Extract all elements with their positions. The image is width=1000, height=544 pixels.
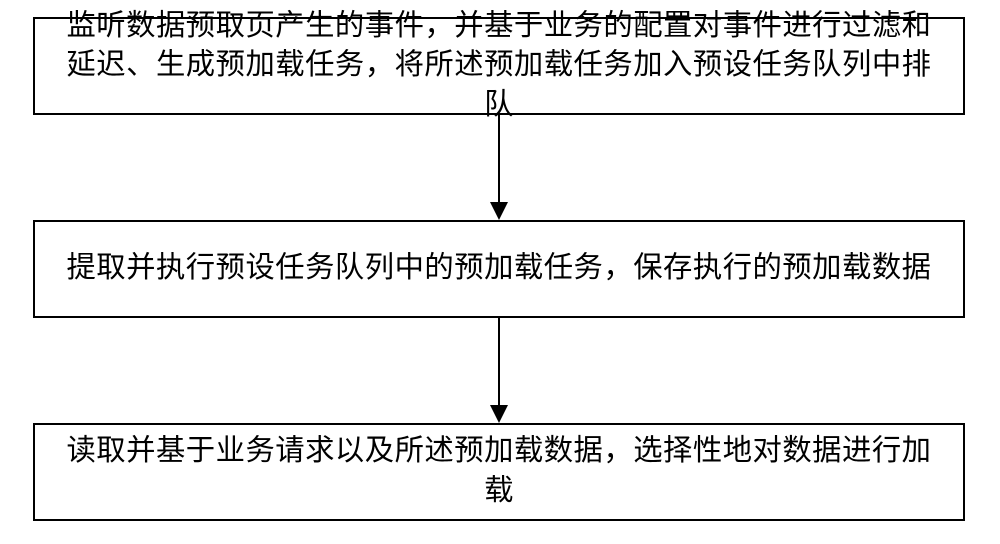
flow-node-3: 读取并基于业务请求以及所述预加载数据，选择性地对数据进行加载 bbox=[33, 423, 965, 521]
flow-node-2: 提取并执行预设任务队列中的预加载任务，保存执行的预加载数据 bbox=[33, 220, 965, 318]
flow-node-1-text: 监听数据预取页产生的事件，并基于业务的配置对事件进行过滤和延迟、生成预加载任务，… bbox=[61, 7, 937, 126]
flow-arrow-2-head bbox=[490, 405, 508, 423]
flow-arrow-1-head bbox=[490, 202, 508, 220]
flow-node-2-text: 提取并执行预设任务队列中的预加载任务，保存执行的预加载数据 bbox=[66, 249, 931, 289]
flowchart-canvas: 监听数据预取页产生的事件，并基于业务的配置对事件进行过滤和延迟、生成预加载任务，… bbox=[0, 0, 1000, 544]
flow-arrow-1-line bbox=[498, 115, 500, 202]
flow-node-3-text: 读取并基于业务请求以及所述预加载数据，选择性地对数据进行加载 bbox=[61, 432, 937, 511]
flow-node-1: 监听数据预取页产生的事件，并基于业务的配置对事件进行过滤和延迟、生成预加载任务，… bbox=[33, 17, 965, 115]
flow-arrow-2-line bbox=[498, 318, 500, 405]
